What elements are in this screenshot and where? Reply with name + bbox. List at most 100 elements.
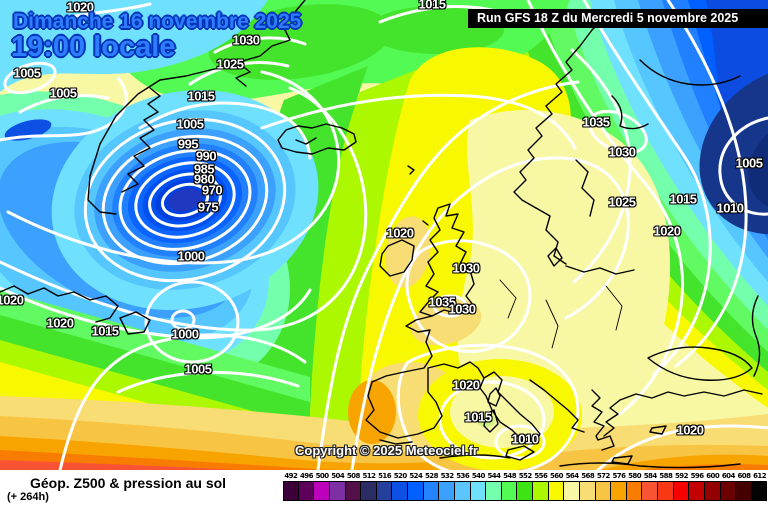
pressure-label: 1005 (735, 155, 763, 171)
legend-cell: 492 (283, 472, 299, 501)
legend-cell: 592 (672, 472, 690, 501)
legend-value: 508 (346, 472, 360, 480)
legend-swatch (375, 481, 393, 501)
copyright-notice: Copyright © 2025 Meteociel.fr (295, 443, 478, 458)
pressure-label: 1015 (669, 191, 697, 207)
pressure-label: 1015 (418, 0, 446, 12)
legend-swatch (657, 481, 674, 501)
legend-cell: 524 (407, 472, 424, 501)
pressure-label: 1020 (653, 223, 681, 239)
map-canvas: 1020 1015 1030 1025 1005 1005 1015 1005 995 990 98… (0, 0, 768, 470)
legend-value: 600 (706, 472, 720, 480)
legend-cell: 568 (578, 472, 596, 501)
legend-swatch (672, 481, 690, 501)
legend-value: 532 (440, 472, 454, 480)
legend-value: 608 (737, 472, 751, 480)
legend-swatch (594, 481, 612, 501)
legend-swatch (469, 481, 487, 501)
legend-cell: 540 (469, 472, 487, 501)
pressure-label: 1030 (608, 144, 636, 160)
pressure-label: 1020 (386, 225, 414, 241)
legend-swatch (297, 481, 315, 501)
legend-swatch (500, 481, 518, 501)
legend-value: 556 (534, 472, 548, 480)
legend-cell: 604 (719, 472, 737, 501)
pressure-label: 1020 (46, 315, 74, 331)
legend-swatch (703, 481, 721, 501)
legend-swatch (344, 481, 362, 501)
pressure-label: 980 (193, 171, 215, 187)
legend-value: 516 (378, 472, 391, 480)
legend-cell: 500 (313, 472, 330, 501)
legend-cell: 512 (360, 472, 377, 501)
pressure-label: 1030 (452, 260, 480, 276)
legend-swatch (407, 481, 424, 501)
legend-value: 612 (753, 472, 766, 480)
pressure-label: 995 (177, 136, 199, 152)
legend-cell: 528 (422, 472, 440, 501)
legend-swatch (578, 481, 596, 501)
legend-cell: 548 (500, 472, 518, 501)
pressure-label: 1035 (582, 114, 610, 130)
legend-swatch (516, 481, 533, 501)
legend-swatch (750, 481, 768, 501)
legend-cell: 564 (563, 472, 580, 501)
legend-swatch (328, 481, 346, 501)
pressure-label: 985 (193, 161, 215, 177)
legend-value: 492 (284, 472, 298, 480)
valid-date-label: Dimanche 16 novembre 2025 (13, 10, 302, 33)
legend-cell: 580 (625, 472, 643, 501)
legend-cell: 496 (297, 472, 315, 501)
pressure-label: 1000 (177, 248, 205, 264)
legend-value: 500 (315, 472, 329, 480)
pressure-label: 1010 (716, 200, 744, 216)
legend-cell: 552 (516, 472, 533, 501)
legend-cell: 532 (438, 472, 455, 501)
pressure-label: 1010 (511, 431, 539, 447)
geopotential-field (0, 0, 768, 470)
legend-swatch (313, 481, 330, 501)
pressure-label: 1020 (676, 422, 704, 438)
legend-cell: 556 (532, 472, 549, 501)
legend-value: 596 (690, 472, 704, 480)
legend-value: 592 (675, 472, 688, 480)
pressure-label: 1015 (187, 88, 215, 104)
legend-cell: 536 (453, 472, 471, 501)
legend-cell: 596 (688, 472, 705, 501)
pressure-label: 1035 (428, 294, 456, 310)
legend-swatch (360, 481, 377, 501)
legend-swatch (547, 481, 565, 501)
pressure-label: 1030 (232, 32, 260, 48)
legend-cell: 544 (485, 472, 502, 501)
legend-swatch (453, 481, 471, 501)
legend-value: 528 (425, 472, 438, 480)
legend-cell: 612 (750, 472, 768, 501)
legend-value: 504 (331, 472, 345, 480)
pressure-label: 1005 (176, 116, 204, 132)
pressure-label: 990 (195, 148, 217, 164)
legend-swatch (283, 481, 299, 501)
pressure-label: 1005 (13, 65, 41, 81)
legend-cell: 516 (375, 472, 393, 501)
legend-swatch (438, 481, 455, 501)
legend-swatch (688, 481, 705, 501)
color-scale-legend: 492 496 500 504 508 512 516 520 524 528 532 536 540 5… (283, 472, 768, 501)
pressure-label: 1000 (171, 326, 199, 342)
legend-swatch (391, 481, 408, 501)
pressure-labels: 1020 1015 1030 1025 1005 1005 1015 1005 995 990 98… (0, 0, 763, 447)
legend-swatch (485, 481, 502, 501)
legend-cell: 560 (547, 472, 565, 501)
legend-swatch (532, 481, 549, 501)
legend-value: 564 (565, 472, 579, 480)
legend-value: 536 (456, 472, 470, 480)
legend-swatch (641, 481, 658, 501)
legend-value: 540 (471, 472, 485, 480)
legend-value: 560 (550, 472, 563, 480)
isobar-lines (0, 0, 768, 470)
legend-value: 548 (503, 472, 516, 480)
legend-value: 580 (628, 472, 641, 480)
legend-value: 604 (721, 472, 735, 480)
footer-bar: Géop. Z500 & pression au sol (+ 264h) 49… (0, 470, 768, 512)
pressure-label: 1005 (49, 85, 77, 101)
legend-value: 584 (643, 472, 657, 480)
